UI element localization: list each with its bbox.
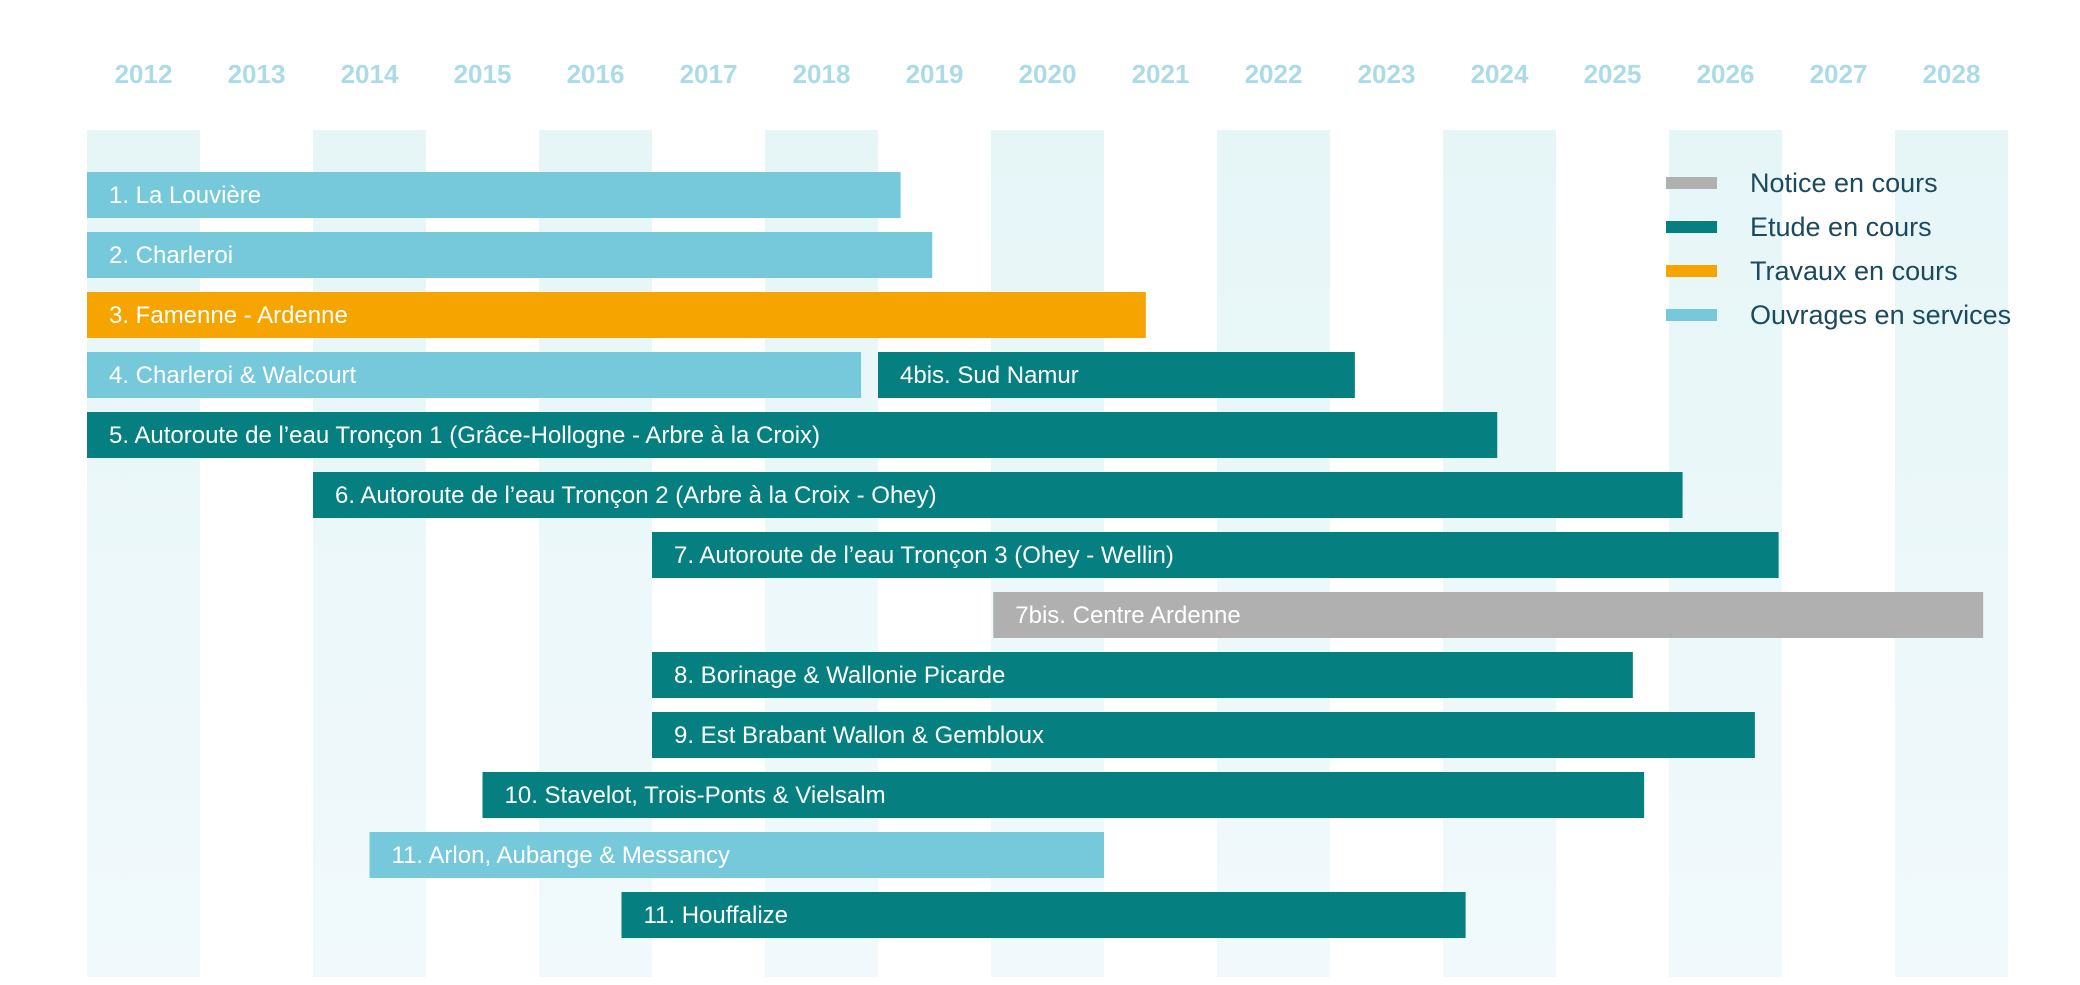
legend-swatch-etude bbox=[1666, 221, 1717, 233]
year-tick-label: 2016 bbox=[567, 59, 625, 89]
legend-label-notice: Notice en cours bbox=[1750, 168, 1938, 198]
task-bar bbox=[652, 712, 1755, 758]
year-tick-label: 2028 bbox=[1923, 59, 1981, 89]
task-bar bbox=[652, 652, 1633, 698]
year-tick-label: 2013 bbox=[228, 59, 286, 89]
task-bar-group: 2. Charleroi bbox=[87, 232, 933, 278]
task-bar-group: 3. Famenne - Ardenne bbox=[87, 292, 1146, 338]
task-bar bbox=[87, 232, 933, 278]
task-bar bbox=[313, 472, 1683, 518]
year-tick-label: 2027 bbox=[1810, 59, 1868, 89]
task-bar bbox=[369, 832, 1104, 878]
task-bar bbox=[482, 772, 1645, 818]
task-bar-group: 4. Charleroi & Walcourt bbox=[87, 352, 862, 398]
task-bar-label: 8. Borinage & Wallonie Picarde bbox=[674, 662, 1005, 689]
task-bar bbox=[993, 592, 1984, 638]
legend-label-travaux: Travaux en cours bbox=[1750, 256, 1958, 286]
year-tick-label: 2020 bbox=[1019, 59, 1077, 89]
task-bar-label: 3. Famenne - Ardenne bbox=[109, 302, 348, 329]
legend: Notice en cours Etude en cours Travaux en … bbox=[1666, 168, 2011, 330]
year-tick-label: 2024 bbox=[1471, 59, 1529, 89]
task-bar-group: 5. Autoroute de l’eau Tronçon 1 (Grâce-H… bbox=[87, 412, 1498, 458]
task-bar bbox=[652, 532, 1779, 578]
legend-label-etude: Etude en cours bbox=[1750, 212, 1932, 242]
task-bar bbox=[87, 172, 901, 218]
task-bar-label: 2. Charleroi bbox=[109, 242, 233, 269]
year-tick-label: 2015 bbox=[454, 59, 512, 89]
task-bar bbox=[87, 352, 862, 398]
year-tick-label: 2018 bbox=[793, 59, 851, 89]
task-bar-group: 8. Borinage & Wallonie Picarde bbox=[652, 652, 1633, 698]
task-bar-group: 4bis. Sud Namur bbox=[878, 352, 1355, 398]
task-bar-group: 7. Autoroute de l’eau Tronçon 3 (Ohey - … bbox=[652, 532, 1779, 578]
task-bar-label: 9. Est Brabant Wallon & Gembloux bbox=[674, 722, 1044, 749]
task-bar-group: 6. Autoroute de l’eau Tronçon 2 (Arbre à… bbox=[313, 472, 1683, 518]
year-tick-label: 2025 bbox=[1584, 59, 1642, 89]
year-tick-label: 2021 bbox=[1132, 59, 1190, 89]
task-bar bbox=[87, 412, 1498, 458]
task-bar-label: 11. Houffalize bbox=[643, 902, 788, 929]
task-bar-group: 11. Arlon, Aubange & Messancy bbox=[369, 832, 1104, 878]
legend-swatch-travaux bbox=[1666, 265, 1717, 277]
task-bar-group: 1. La Louvière bbox=[87, 172, 901, 218]
task-bar-label: 5. Autoroute de l’eau Tronçon 1 (Grâce-H… bbox=[109, 422, 820, 449]
year-tick-label: 2014 bbox=[341, 59, 399, 89]
task-bar bbox=[878, 352, 1355, 398]
task-bar-label: 6. Autoroute de l’eau Tronçon 2 (Arbre à… bbox=[335, 482, 937, 509]
task-bar-label: 4. Charleroi & Walcourt bbox=[109, 362, 357, 389]
task-bar-label: 4bis. Sud Namur bbox=[900, 362, 1079, 389]
year-tick-label: 2022 bbox=[1245, 59, 1303, 89]
year-tick-label: 2019 bbox=[906, 59, 964, 89]
legend-label-ouvrages: Ouvrages en services bbox=[1750, 300, 2011, 330]
task-bar-group: 7bis. Centre Ardenne bbox=[993, 592, 1984, 638]
task-bar-label: 10. Stavelot, Trois-Ponts & Vielsalm bbox=[505, 782, 886, 809]
year-tick-label: 2023 bbox=[1358, 59, 1416, 89]
year-tick-label: 2017 bbox=[680, 59, 738, 89]
year-column-2028 bbox=[1895, 130, 2008, 977]
task-bar-label: 7bis. Centre Ardenne bbox=[1015, 602, 1240, 629]
task-bars: 1. La Louvière 2. Charleroi 3. Famenne - A… bbox=[87, 172, 1984, 938]
task-bar-group: 10. Stavelot, Trois-Ponts & Vielsalm bbox=[482, 772, 1645, 818]
task-bar-group: 11. Houffalize bbox=[621, 892, 1466, 938]
task-bar-label: 11. Arlon, Aubange & Messancy bbox=[392, 842, 730, 869]
task-bar-label: 1. La Louvière bbox=[109, 182, 261, 209]
task-bar-label: 7. Autoroute de l’eau Tronçon 3 (Ohey - … bbox=[674, 542, 1174, 569]
year-axis: 2012 2013 2014 2015 2016 2017 2018 2019 2020 2021… bbox=[115, 59, 1981, 89]
year-tick-label: 2026 bbox=[1697, 59, 1755, 89]
legend-swatch-notice bbox=[1666, 177, 1717, 189]
task-bar bbox=[87, 292, 1146, 338]
task-bar bbox=[621, 892, 1466, 938]
legend-swatch-ouvrages bbox=[1666, 309, 1717, 321]
year-tick-label: 2012 bbox=[115, 59, 173, 89]
task-bar-group: 9. Est Brabant Wallon & Gembloux bbox=[652, 712, 1755, 758]
